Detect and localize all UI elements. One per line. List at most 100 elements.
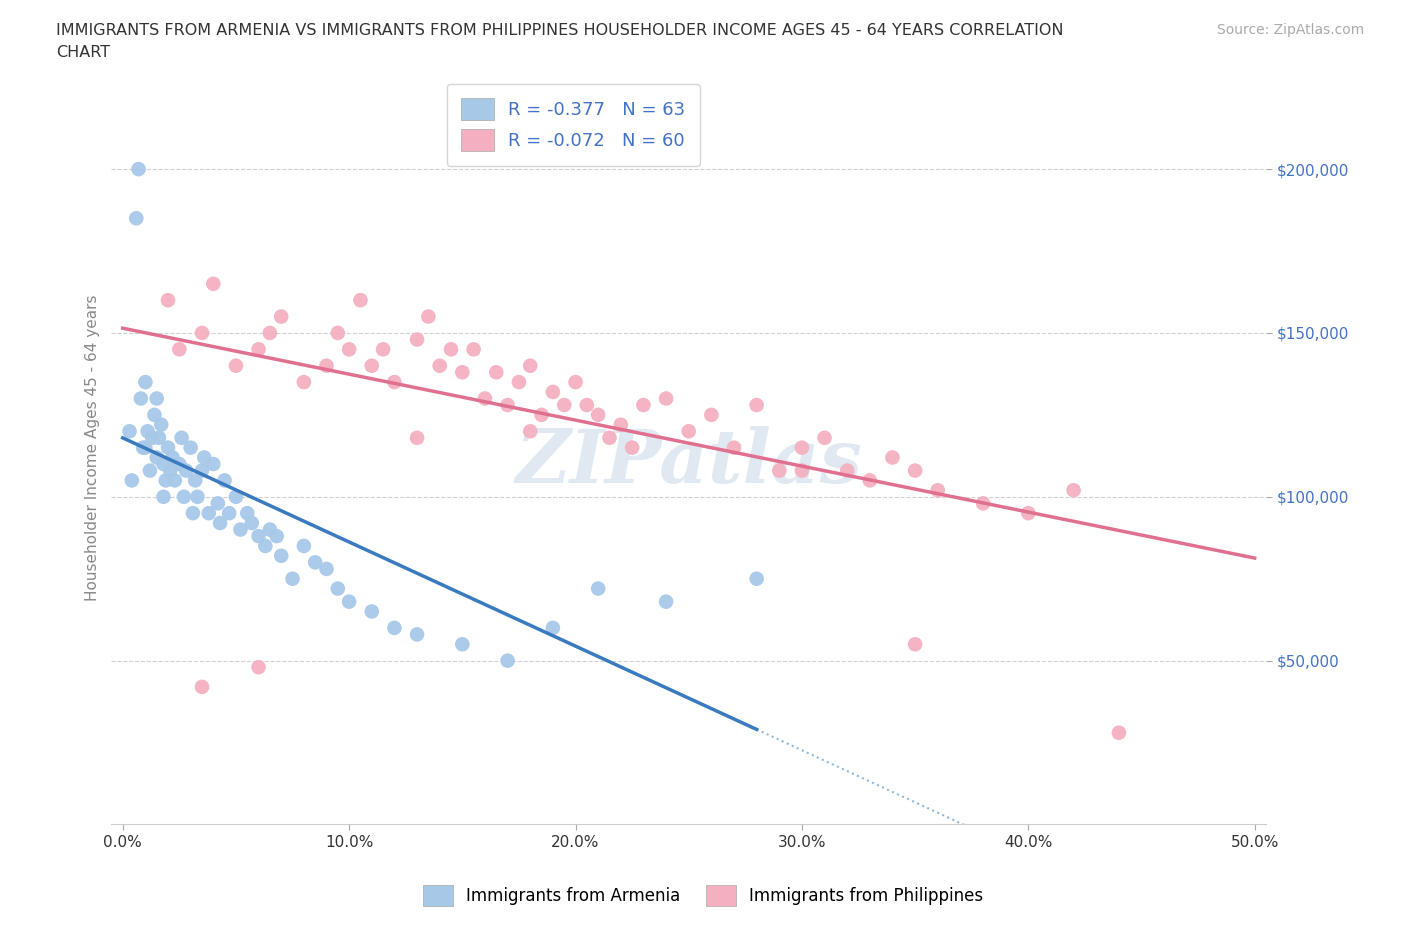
Point [598,431,620,445]
Point [326,581,349,596]
Point [180,440,202,455]
Point [360,604,382,619]
Point [530,407,553,422]
Point [904,637,927,652]
Point [169,342,191,357]
Point [655,391,678,405]
Point [218,506,240,521]
Point [155,473,177,488]
Point [621,440,644,455]
Point [745,398,768,413]
Point [193,450,215,465]
Point [1063,483,1085,498]
Point [586,407,609,422]
Point [1108,725,1130,740]
Point [508,375,530,390]
Point [186,489,208,504]
Point [1017,506,1039,521]
Point [882,450,904,465]
Point [384,620,406,635]
Point [575,398,598,413]
Point [136,424,159,439]
Point [236,506,259,521]
Point [496,398,519,413]
Point [139,463,162,478]
Point [586,581,609,596]
Point [678,424,700,439]
Point [128,162,150,177]
Point [927,483,949,498]
Point [610,418,633,432]
Point [174,463,197,478]
Point [143,407,166,422]
Point [406,431,429,445]
Point [700,407,723,422]
Point [326,326,349,340]
Point [247,342,270,357]
Point [337,594,360,609]
Point [440,342,463,357]
Point [655,594,678,609]
Point [292,538,315,553]
Point [304,555,326,570]
Point [270,309,292,324]
Point [229,522,252,537]
Y-axis label: Householder Income Ages 45 - 64 years: Householder Income Ages 45 - 64 years [86,295,100,601]
Point [159,463,181,478]
Point [145,450,167,465]
Point [813,431,835,445]
Point [207,496,229,511]
Point [173,489,195,504]
Legend: Immigrants from Armenia, Immigrants from Philippines: Immigrants from Armenia, Immigrants from… [416,879,990,912]
Point [202,457,225,472]
Point [972,496,994,511]
Point [141,431,163,445]
Point [181,506,204,521]
Point [129,391,152,405]
Point [519,424,541,439]
Point [191,326,214,340]
Point [406,332,429,347]
Point [152,489,174,504]
Point [118,424,141,439]
Point [197,506,219,521]
Point [145,391,167,405]
Point [125,211,148,226]
Point [337,342,360,357]
Point [150,418,173,432]
Point [790,440,813,455]
Legend: R = -0.377   N = 63, R = -0.072   N = 60: R = -0.377 N = 63, R = -0.072 N = 60 [447,84,700,166]
Point [837,463,859,478]
Point [418,309,440,324]
Point [148,431,170,445]
Point [209,515,232,530]
Point [266,528,288,543]
Point [247,528,270,543]
Point [496,653,519,668]
Point [184,473,207,488]
Point [225,489,247,504]
Point [152,457,174,472]
Point [745,571,768,586]
Point [564,375,586,390]
Text: ZIPatlas: ZIPatlas [515,427,862,499]
Point [768,463,790,478]
Point [156,293,179,308]
Point [360,358,382,373]
Point [134,440,156,455]
Point [156,440,179,455]
Text: Source: ZipAtlas.com: Source: ZipAtlas.com [1216,23,1364,37]
Point [541,620,564,635]
Point [191,680,214,695]
Point [191,463,214,478]
Point [904,463,927,478]
Point [225,358,247,373]
Point [371,342,394,357]
Point [384,375,406,390]
Point [349,293,371,308]
Point [170,431,193,445]
Point [281,571,304,586]
Point [406,627,429,642]
Point [429,358,451,373]
Point [790,463,813,478]
